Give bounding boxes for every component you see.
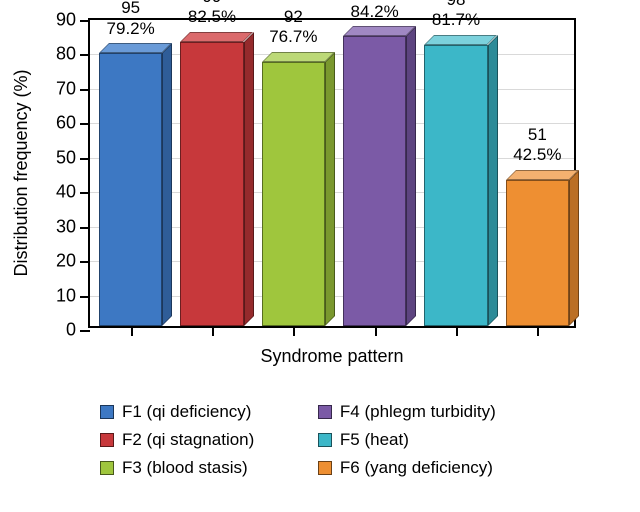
legend-label: F5 (heat): [340, 430, 409, 450]
legend-item-f5: F5 (heat): [318, 430, 496, 450]
legend-swatch: [318, 433, 332, 447]
bar-front: [180, 42, 243, 326]
bar-pct-label: 84.2%: [351, 2, 399, 22]
bar-f4: 10184.2%: [343, 36, 406, 326]
y-tick-label: 40: [56, 182, 90, 203]
bar-f5: 9881.7%: [424, 45, 487, 326]
bar-value-label: 9982.5%: [188, 0, 236, 28]
bar-side: [325, 52, 335, 326]
bar-side: [488, 35, 498, 326]
legend-item-f3: F3 (blood stasis): [100, 458, 278, 478]
legend-label: F1 (qi deficiency): [122, 402, 251, 422]
bar-f3: 9276.7%: [262, 62, 325, 326]
bar-top: [180, 32, 253, 42]
legend-item-f6: F6 (yang deficiency): [318, 458, 496, 478]
bar-front: [262, 62, 325, 326]
x-tick: [293, 326, 295, 336]
y-tick-label: 10: [56, 285, 90, 306]
x-tick: [212, 326, 214, 336]
bar-front: [99, 53, 162, 326]
y-tick-label: 90: [56, 10, 90, 31]
bar-pct-label: 82.5%: [188, 7, 236, 27]
bar-top: [506, 170, 579, 180]
bar-value-label: 5142.5%: [513, 125, 561, 166]
legend-swatch: [100, 461, 114, 475]
legend-label: F4 (phlegm turbidity): [340, 402, 496, 422]
bar-pct-label: 42.5%: [513, 145, 561, 165]
bar-pct-label: 79.2%: [107, 19, 155, 39]
bar-f6: 5142.5%: [506, 180, 569, 326]
legend-label: F2 (qi stagnation): [122, 430, 254, 450]
y-tick-label: 50: [56, 147, 90, 168]
legend-item-f2: F2 (qi stagnation): [100, 430, 278, 450]
bar-front: [424, 45, 487, 326]
bar-f2: 9982.5%: [180, 42, 243, 326]
y-tick-label: 70: [56, 78, 90, 99]
bar-side: [569, 170, 579, 326]
bar-pct-label: 76.7%: [269, 27, 317, 47]
bar-count-label: 92: [269, 7, 317, 27]
bar-value-label: 9276.7%: [269, 7, 317, 48]
bar-top: [424, 35, 497, 45]
x-tick: [456, 326, 458, 336]
bar-count-label: 99: [188, 0, 236, 7]
bar-value-label: 9881.7%: [432, 0, 480, 31]
bar-chart: 01020304050607080909579.2%9982.5%9276.7%…: [88, 18, 576, 328]
bar-pct-label: 81.7%: [432, 10, 480, 30]
bar-side: [162, 43, 172, 326]
legend-swatch: [318, 461, 332, 475]
y-tick-label: 0: [66, 320, 90, 341]
bar-front: [506, 180, 569, 326]
bar-side: [244, 32, 254, 326]
y-tick-label: 60: [56, 113, 90, 134]
bar-count-label: 51: [513, 125, 561, 145]
legend-label: F6 (yang deficiency): [340, 458, 493, 478]
bar-top: [99, 43, 172, 53]
figure: { "chart": { "type": "bar", "xlabel": "S…: [0, 0, 640, 512]
legend-label: F3 (blood stasis): [122, 458, 248, 478]
y-tick-label: 30: [56, 216, 90, 237]
bar-f1: 9579.2%: [99, 53, 162, 326]
legend-swatch: [100, 433, 114, 447]
bar-count-label: 95: [107, 0, 155, 19]
bar-side: [406, 26, 416, 326]
legend-swatch: [318, 405, 332, 419]
plot-area: 01020304050607080909579.2%9982.5%9276.7%…: [88, 18, 576, 328]
y-tick-label: 20: [56, 251, 90, 272]
bar-value-label: 10184.2%: [351, 0, 399, 22]
y-tick-label: 80: [56, 44, 90, 65]
x-tick: [537, 326, 539, 336]
y-axis-label: Distribution frequency (%): [11, 69, 32, 276]
x-axis-label: Syndrome pattern: [260, 346, 403, 367]
legend-item-f4: F4 (phlegm turbidity): [318, 402, 496, 422]
bar-top: [262, 52, 335, 62]
x-tick: [131, 326, 133, 336]
legend: F1 (qi deficiency) F4 (phlegm turbidity) F…: [100, 402, 496, 478]
bar-count-label: 98: [432, 0, 480, 10]
bar-front: [343, 36, 406, 326]
x-tick: [375, 326, 377, 336]
legend-item-f1: F1 (qi deficiency): [100, 402, 278, 422]
legend-swatch: [100, 405, 114, 419]
bar-top: [343, 26, 416, 36]
bar-value-label: 9579.2%: [107, 0, 155, 39]
